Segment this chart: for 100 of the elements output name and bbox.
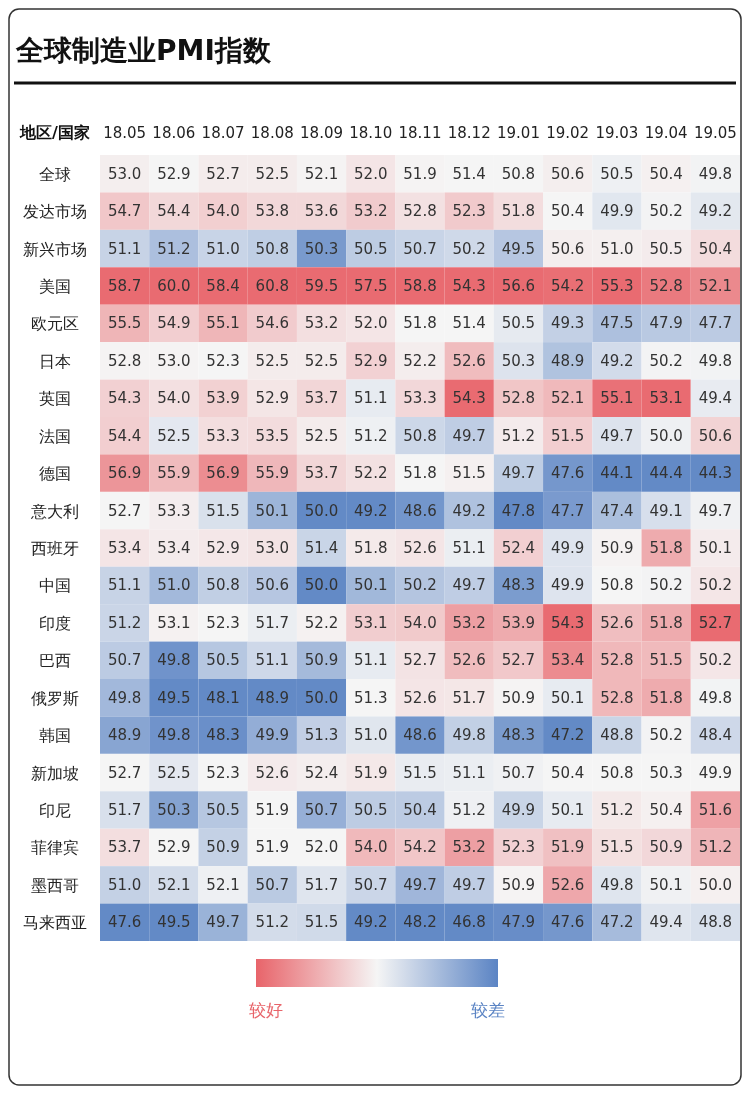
data-label: 51.5 [304,913,339,932]
data-label: 49.8 [698,688,733,707]
data-label: 52.7 [698,613,733,632]
data-label: 50.6 [698,426,733,445]
data-label: 54.6 [255,314,290,333]
data-label: 51.9 [403,164,437,183]
data-label: 52.6 [255,763,290,782]
data-label: 49.9 [550,539,585,557]
data-label: 54.9 [157,314,191,333]
data-label: 48.3 [501,576,536,595]
data-label: 60.0 [157,277,191,295]
x-tick-label: 18.08 [250,124,294,142]
data-label: 52.1 [157,875,191,894]
data-label: 50.7 [501,763,536,782]
data-label: 47.2 [550,726,585,745]
data-label: 49.9 [255,726,290,745]
data-label: 58.4 [206,277,240,295]
data-label: 52.5 [157,426,191,445]
data-label: 51.1 [452,539,486,557]
data-label: 54.0 [157,389,191,408]
data-label: 50.2 [649,576,683,595]
data-label: 51.0 [107,875,142,894]
data-label: 51.7 [304,875,339,894]
data-label: 52.7 [501,651,536,670]
data-label: 53.3 [157,501,191,520]
data-label: 47.9 [501,913,536,932]
data-label: 52.7 [107,763,142,782]
data-label: 54.7 [107,202,142,221]
data-label: 53.7 [304,389,339,408]
data-label: 58.8 [403,277,437,295]
data-label: 50.0 [698,875,733,894]
data-label: 48.8 [698,913,733,932]
data-label: 52.8 [403,202,437,221]
data-label: 49.2 [600,351,634,370]
data-label: 49.9 [550,576,585,595]
data-label: 49.5 [501,239,536,258]
data-label: 54.4 [157,202,191,221]
data-label: 53.4 [107,539,142,557]
x-tick-label: 19.04 [644,124,688,142]
y-tick-label: 韩国 [39,726,71,746]
data-label: 49.2 [354,913,388,932]
data-label: 50.5 [600,164,634,183]
data-label: 52.3 [206,763,240,782]
data-label: 51.2 [600,801,634,819]
data-label: 58.7 [107,277,142,295]
y-tick-label: 俄罗斯 [31,688,79,708]
data-label: 50.9 [501,875,536,894]
data-label: 51.2 [501,426,536,445]
data-label: 50.8 [206,576,240,595]
data-label: 52.0 [304,838,339,857]
data-label: 53.0 [255,539,290,557]
data-label: 55.1 [206,314,240,333]
data-label: 52.6 [403,539,437,557]
data-label: 50.8 [501,164,536,183]
data-label: 50.7 [255,875,290,894]
data-label: 53.7 [107,838,142,857]
data-label: 53.6 [304,202,339,221]
data-label: 50.0 [304,688,339,707]
data-label: 50.9 [649,838,683,857]
data-label: 52.6 [403,688,437,707]
data-label: 47.5 [600,314,634,333]
data-label: 48.9 [550,351,585,370]
data-label: 49.4 [698,389,733,408]
data-label: 52.1 [304,164,339,183]
data-label: 51.9 [255,801,290,819]
data-label: 47.6 [550,913,585,932]
data-label: 50.2 [698,576,733,595]
data-label: 51.0 [206,239,240,258]
y-tick-label: 美国 [39,277,71,296]
data-label: 50.2 [403,576,437,595]
data-label: 53.9 [206,389,240,408]
data-label: 52.9 [206,539,240,557]
data-label: 50.0 [304,501,339,520]
data-label: 52.9 [354,351,388,370]
data-label: 50.1 [550,801,585,819]
data-label: 51.8 [403,464,437,483]
x-tick-label: 18.11 [398,124,442,142]
data-label: 55.9 [255,464,290,483]
data-label: 49.5 [157,688,191,707]
data-label: 50.2 [649,726,683,745]
y-tick-label: 马来西亚 [23,913,87,933]
y-tick-label: 日本 [39,351,71,371]
data-label: 51.8 [649,539,683,557]
data-label: 52.5 [157,763,191,782]
data-label: 51.4 [452,164,486,183]
data-label: 50.5 [501,314,536,333]
data-label: 50.4 [550,763,585,782]
data-label: 52.2 [304,613,339,632]
data-label: 50.9 [501,688,536,707]
data-label: 49.7 [403,875,437,894]
data-label: 52.9 [157,164,191,183]
data-label: 51.1 [354,389,388,408]
data-label: 51.2 [698,838,733,857]
data-label: 50.8 [255,239,290,258]
y-tick-label: 印尼 [39,801,71,820]
data-label: 54.0 [354,838,388,857]
data-label: 52.6 [452,351,486,370]
data-label: 51.0 [354,726,388,745]
data-label: 48.2 [403,913,437,932]
data-label: 52.5 [255,164,290,183]
